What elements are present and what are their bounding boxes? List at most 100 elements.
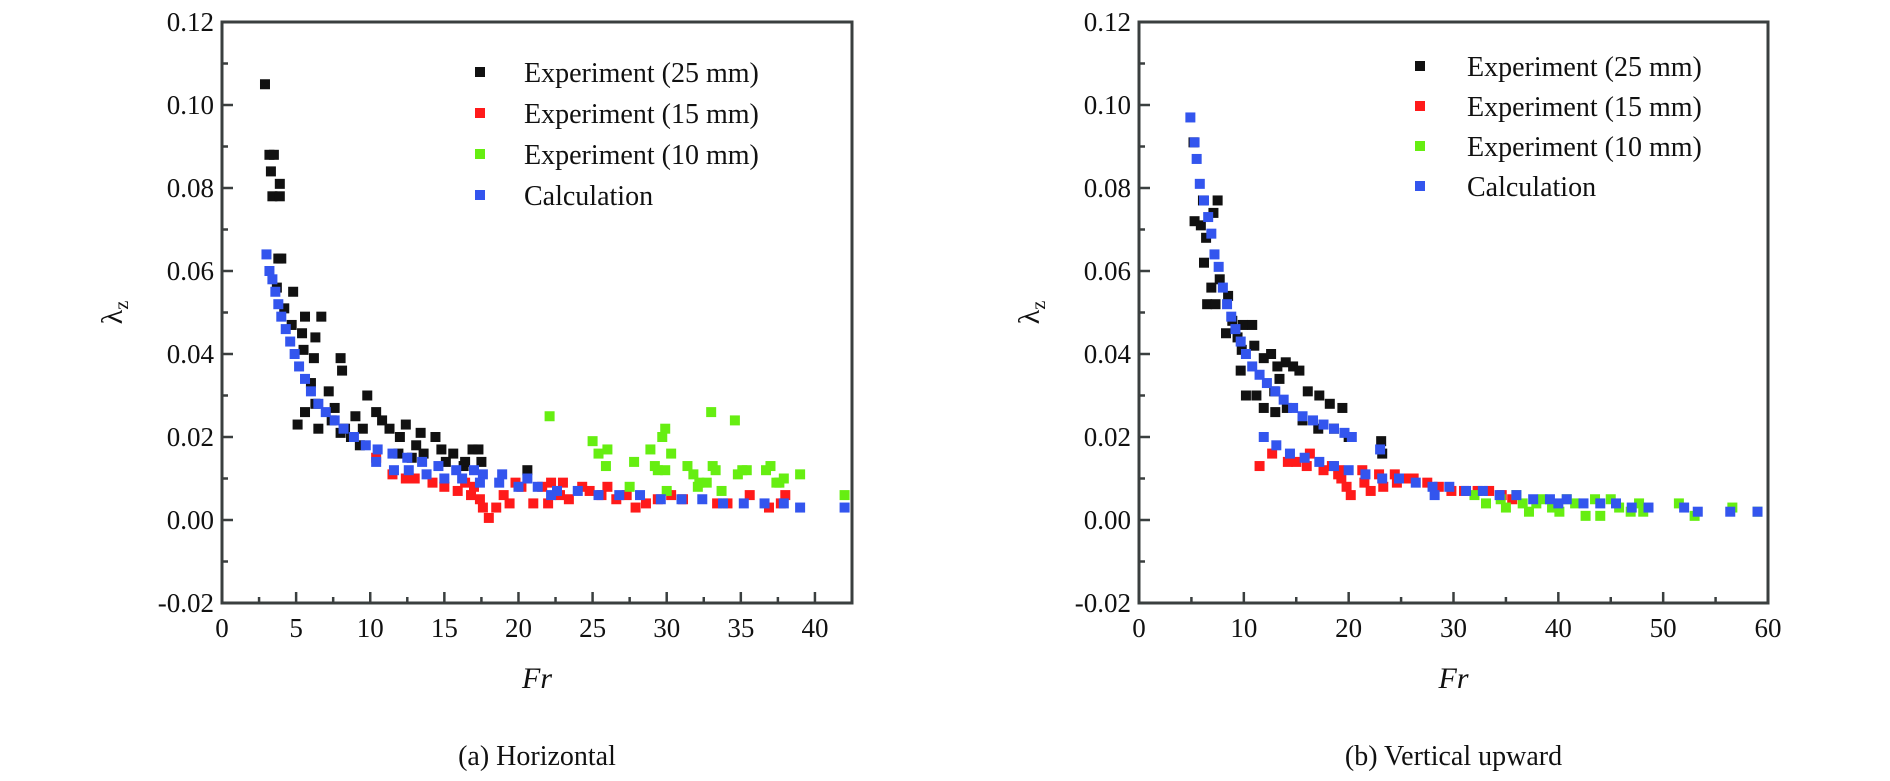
data-point: [289, 349, 300, 359]
data-point: [430, 432, 441, 442]
data-point: [418, 448, 429, 459]
legend-marker: [475, 108, 485, 118]
data-point: [1692, 506, 1703, 517]
data-point: [532, 481, 543, 492]
data-point: [1511, 490, 1522, 501]
data-point: [1201, 232, 1212, 243]
data-point: [357, 423, 368, 434]
data-point: [285, 336, 296, 347]
data-point: [1191, 153, 1202, 164]
data-point: [528, 498, 539, 509]
x-tick-label: 40: [801, 613, 828, 643]
data-point: [436, 444, 447, 455]
data-point: [593, 490, 604, 501]
y-tick-label: 0.12: [167, 7, 214, 37]
data-point: [1570, 498, 1581, 509]
data-point: [712, 498, 723, 509]
data-point: [460, 456, 471, 467]
x-tick-label: 5: [289, 613, 303, 643]
data-point: [323, 386, 334, 397]
data-point: [268, 149, 279, 160]
data-point: [1258, 432, 1269, 442]
data-point: [308, 353, 319, 364]
data-point: [1480, 498, 1491, 509]
data-point: [1271, 440, 1282, 451]
data-point: [1202, 299, 1213, 310]
data-point: [1235, 365, 1246, 376]
data-point: [348, 432, 359, 442]
data-point: [1291, 456, 1302, 467]
y-tick-label: -0.02: [1075, 588, 1131, 618]
data-point: [744, 490, 755, 501]
data-point: [270, 286, 281, 297]
data-point: [1318, 419, 1329, 430]
data-point: [1212, 195, 1223, 206]
x-tick-label: 0: [215, 613, 229, 643]
data-point: [474, 494, 485, 505]
data-point: [403, 465, 414, 476]
data-point: [286, 319, 297, 330]
series-experiment-25-mm: [259, 79, 533, 476]
data-point: [640, 498, 651, 509]
data-point: [1185, 112, 1196, 123]
data-point: [294, 361, 305, 372]
data-point: [666, 448, 677, 459]
legend-label: Calculation: [1467, 172, 1596, 203]
data-point: [1638, 506, 1649, 517]
data-point: [1427, 481, 1438, 492]
x-tick-label: 20: [505, 613, 532, 643]
legend-marker: [1415, 141, 1425, 151]
data-point: [1301, 461, 1312, 472]
data-point: [280, 324, 291, 335]
data-point: [1673, 498, 1684, 509]
data-point: [682, 461, 693, 472]
data-point: [491, 502, 502, 513]
y-tick-label: 0.08: [1084, 173, 1131, 203]
data-point: [710, 465, 721, 476]
data-point: [335, 353, 346, 364]
data-point: [1198, 195, 1209, 206]
data-point: [1605, 494, 1616, 505]
data-point: [477, 502, 488, 513]
data-point: [1274, 373, 1285, 384]
data-point: [1590, 494, 1601, 505]
data-point: [738, 498, 749, 509]
data-point: [1226, 311, 1237, 322]
data-point: [504, 498, 515, 509]
data-point: [1237, 319, 1248, 330]
data-point: [1203, 212, 1214, 223]
data-point: [706, 407, 717, 418]
data-point: [765, 461, 776, 472]
data-point: [457, 473, 468, 484]
x-tick-label: 30: [1440, 613, 1467, 643]
data-point: [476, 456, 487, 467]
data-point: [261, 249, 272, 260]
x-axis-label: Fr: [521, 662, 552, 695]
scatter-points: [1185, 112, 1763, 521]
data-point: [1517, 498, 1528, 509]
data-point: [1206, 282, 1217, 293]
data-point: [1258, 353, 1269, 364]
data-point: [483, 512, 494, 523]
data-point: [1266, 349, 1277, 359]
series-experiment-25-mm: [1188, 137, 1388, 459]
legend-label: Experiment (25 mm): [1467, 52, 1702, 83]
data-point: [1333, 469, 1344, 480]
data-point: [1294, 365, 1305, 376]
y-axis: -0.02 0.00 0.02 0.04 0.06 0.08 0.10 0.12: [1075, 7, 1150, 618]
data-point: [1313, 423, 1324, 434]
data-point: [316, 311, 327, 322]
y-tick-label: 0.10: [1084, 90, 1131, 120]
data-point: [543, 498, 554, 509]
y-axis-label: λz: [1013, 301, 1050, 325]
data-point: [279, 303, 290, 314]
data-point: [1308, 415, 1319, 426]
data-point: [1610, 498, 1621, 509]
data-point: [614, 490, 625, 501]
y-tick-label: 0.06: [1084, 256, 1131, 286]
data-point: [433, 461, 444, 472]
x-tick-label: 20: [1335, 613, 1362, 643]
data-point: [1288, 361, 1299, 372]
data-point: [259, 79, 270, 90]
data-point: [274, 178, 285, 189]
